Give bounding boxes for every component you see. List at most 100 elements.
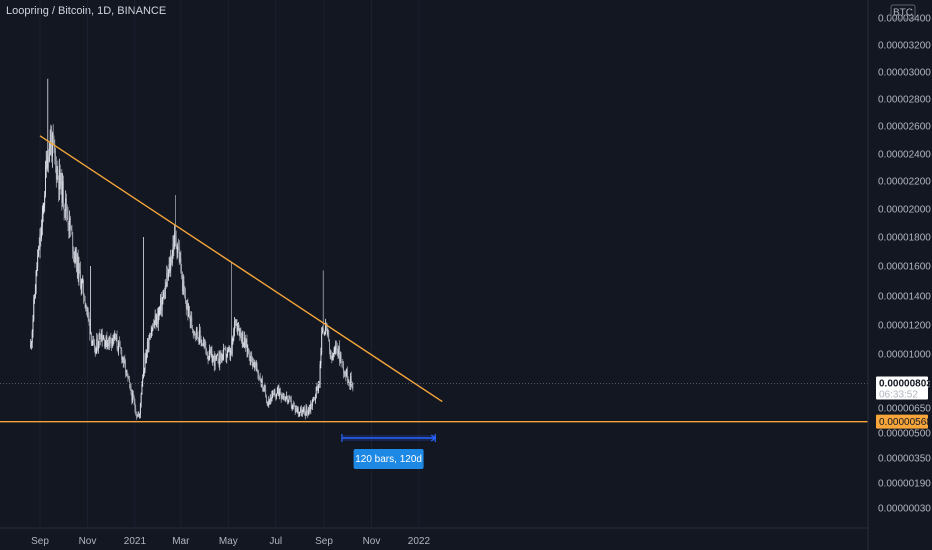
candle — [310, 400, 312, 415]
price-tick-label: 0.00000350 — [878, 454, 931, 465]
candle — [69, 210, 71, 238]
candles — [30, 78, 354, 420]
candle-body — [38, 246, 40, 250]
candle — [75, 247, 77, 264]
candle — [218, 358, 220, 368]
candle — [67, 206, 69, 232]
candle-body — [251, 356, 253, 367]
candle — [111, 337, 113, 349]
candle — [66, 193, 67, 222]
candle-body — [104, 338, 106, 347]
candle-body — [175, 236, 177, 247]
candle — [348, 379, 350, 387]
candle — [80, 279, 82, 296]
candle-body — [108, 336, 110, 347]
candle — [183, 275, 185, 296]
candle — [317, 385, 319, 394]
candle — [350, 372, 351, 391]
candle-body — [97, 345, 99, 350]
candle-body — [325, 322, 327, 325]
candle — [139, 402, 141, 419]
candle — [143, 367, 145, 377]
candle — [89, 319, 91, 341]
candle-body — [244, 337, 246, 345]
candle — [140, 392, 142, 408]
candle — [179, 252, 181, 264]
currency-badge[interactable]: BTC — [890, 4, 916, 20]
candle-body — [297, 408, 299, 414]
candle-body — [230, 350, 232, 356]
candle-body — [201, 344, 203, 345]
candle-body — [134, 401, 136, 409]
time-axis[interactable]: Sep Nov 2021 Mar May Jul Sep Nov 2022 — [0, 527, 868, 547]
candle-body — [246, 339, 248, 352]
candle-body — [282, 396, 284, 398]
candle — [42, 202, 44, 223]
candle-body — [146, 352, 148, 360]
candle — [332, 352, 334, 361]
candle-body — [182, 280, 184, 291]
resistance-trendline[interactable] — [39, 135, 443, 403]
candle-body — [50, 134, 52, 149]
candle — [156, 313, 158, 328]
candle-body — [210, 350, 212, 354]
candle-body — [130, 386, 132, 394]
candle-body — [34, 297, 36, 300]
candle-body — [40, 234, 42, 238]
candle — [30, 341, 32, 350]
candle-body — [48, 143, 50, 162]
candle — [146, 337, 148, 358]
candle — [123, 356, 125, 368]
date-range-measure[interactable]: 120 bars, 120d — [341, 434, 437, 469]
candle-body — [79, 263, 81, 271]
candle-body — [139, 413, 141, 415]
candle-body — [238, 328, 240, 336]
candle — [242, 331, 244, 348]
candle-body — [157, 313, 159, 324]
candle-body — [303, 408, 305, 412]
candle-body — [68, 225, 70, 230]
candle — [99, 328, 101, 340]
candle-body — [43, 205, 45, 208]
candle — [120, 346, 122, 355]
candle-body — [332, 355, 334, 357]
candle — [216, 354, 218, 361]
candle-body — [93, 339, 95, 344]
candle-body — [241, 333, 243, 342]
candle — [188, 305, 190, 319]
candle-body — [169, 264, 171, 271]
candle-body — [197, 335, 199, 338]
candle-body — [352, 383, 354, 390]
candle — [34, 294, 36, 304]
candle-body — [332, 356, 334, 360]
candle-body — [305, 407, 307, 416]
candle — [127, 373, 129, 382]
candle — [155, 313, 157, 330]
candle — [297, 406, 299, 414]
candle-body — [234, 321, 236, 323]
candle-body — [208, 358, 210, 360]
candle-body — [54, 145, 56, 156]
currency-badge-label: BTC — [893, 8, 913, 19]
candle — [343, 361, 344, 379]
candle-body — [232, 339, 234, 341]
candle-body — [306, 407, 308, 412]
candle-body — [32, 319, 34, 332]
candle — [279, 387, 281, 396]
candle — [237, 322, 239, 336]
price-axis[interactable]: 0.000034000.000032000.000030000.00002800… — [867, 0, 932, 550]
candle — [276, 393, 277, 400]
candle-body — [346, 368, 348, 381]
currency-badge-box — [890, 4, 916, 20]
candle-body — [138, 414, 140, 416]
candle — [106, 331, 108, 351]
candle — [243, 342, 245, 348]
candle — [87, 306, 88, 318]
candle — [129, 382, 131, 391]
candle-body — [327, 331, 329, 333]
candle-body — [336, 348, 338, 352]
candle — [103, 334, 105, 340]
candle-body — [88, 315, 90, 321]
candle-body — [159, 307, 161, 311]
